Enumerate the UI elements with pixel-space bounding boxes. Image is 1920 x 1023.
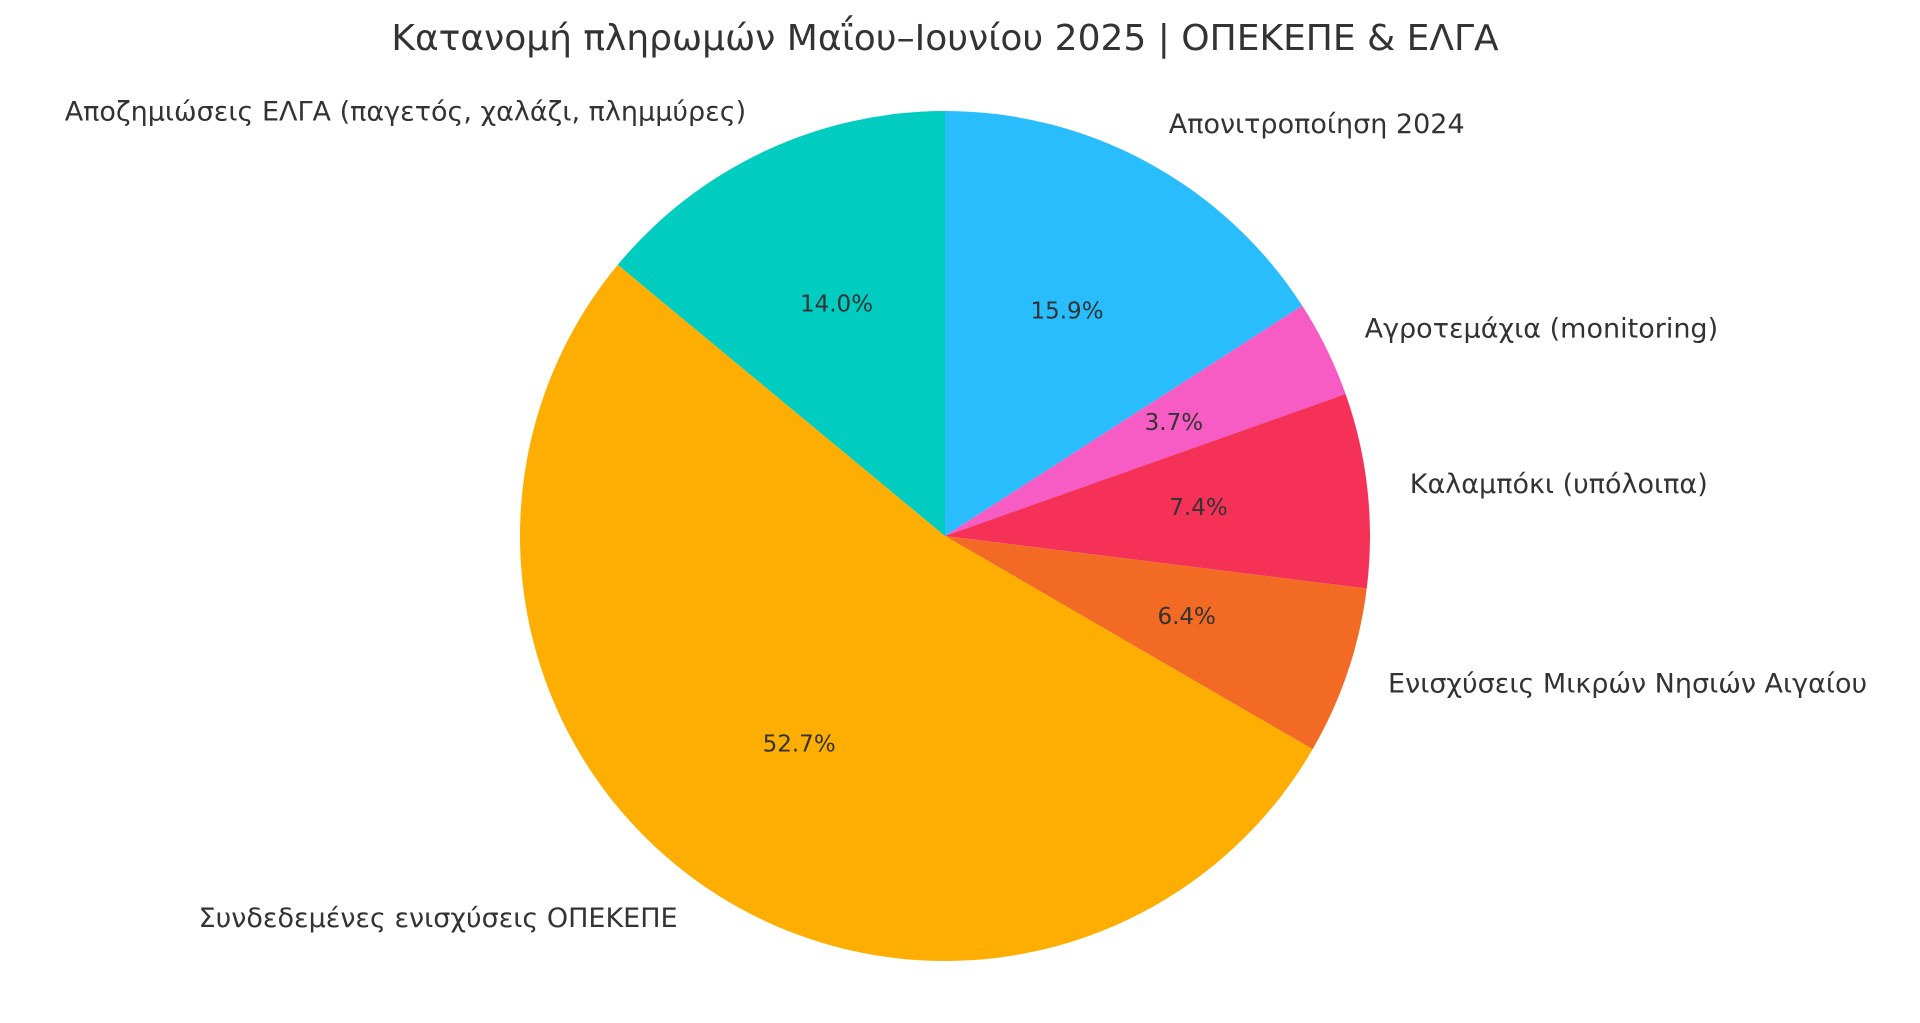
pie-slice xyxy=(945,394,1370,589)
slice-label: Συνδεδεμένες ενισχύσεις ΟΠΕΚΕΠΕ xyxy=(199,903,678,934)
pie-slice xyxy=(520,264,1313,961)
slice-label: Ενισχύσεις Μικρών Νησιών Αιγαίου xyxy=(1388,669,1867,700)
value-label: 7.4% xyxy=(1169,495,1227,521)
pie-slice xyxy=(617,111,945,536)
slice-label: Αγροτεμάχια (monitoring) xyxy=(1365,313,1719,344)
value-label: 15.9% xyxy=(1030,299,1103,325)
pie-slice xyxy=(945,305,1346,536)
pie-slice xyxy=(945,111,1303,536)
chart-title: Κατανομή πληρωμών Μαΐου–Ιουνίου 2025 | Ο… xyxy=(391,14,1499,59)
slice-label: Αποζημιώσεις ΕΛΓΑ (παγετός, χαλάζι, πλημ… xyxy=(65,96,746,127)
value-label: 3.7% xyxy=(1145,410,1203,436)
slice-label: Καλαμπόκι (υπόλοιπα) xyxy=(1410,469,1708,500)
value-label: 52.7% xyxy=(763,732,836,758)
value-label: 14.0% xyxy=(800,292,873,318)
slice-label: Απονιτροποίηση 2024 xyxy=(1169,109,1465,140)
value-label: 6.4% xyxy=(1157,604,1215,630)
pie-slice xyxy=(945,536,1367,750)
